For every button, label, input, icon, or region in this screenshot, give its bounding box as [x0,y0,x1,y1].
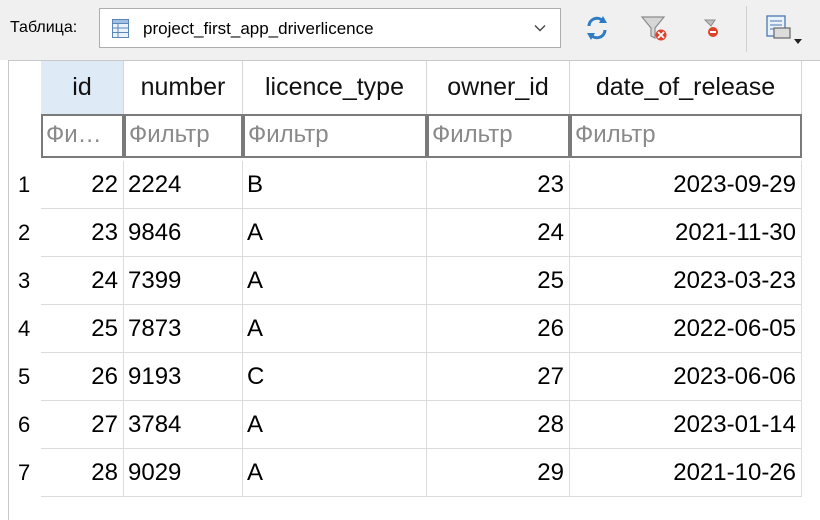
cell-number[interactable]: 3784 [124,401,243,449]
cell-id[interactable]: 27 [41,401,124,449]
row-header[interactable]: 4 [18,316,31,341]
cell-date-of-release[interactable]: 2021-11-30 [570,209,802,257]
cell-number[interactable]: 7399 [124,257,243,305]
grid-corner [9,61,41,114]
selected-table-name: project_first_app_driverlicence [143,19,374,38]
filter-input-licence-type[interactable]: Фильтр [243,114,427,158]
cell-licence-type[interactable]: B [243,161,427,209]
cell-owner-id[interactable]: 25 [427,257,570,305]
row-header[interactable]: 6 [18,412,31,437]
cell-owner-id[interactable]: 24 [427,209,570,257]
cell-licence-type[interactable]: A [243,257,427,305]
row-header[interactable]: 5 [18,364,31,389]
cell-owner-id[interactable]: 29 [427,449,570,497]
cell-date-of-release[interactable]: 2023-03-23 [570,257,802,305]
row-header[interactable]: 1 [18,172,31,197]
refresh-icon[interactable] [581,12,613,44]
browse-data-toolbar: Таблица: project_first_app_driverlicence [0,0,820,60]
cell-licence-type[interactable]: A [243,449,427,497]
cell-id[interactable]: 26 [41,353,124,401]
table-label: Таблица: [10,19,78,36]
toolbar-separator [746,6,747,52]
row-header-column [9,114,41,520]
cell-date-of-release[interactable]: 2021-10-26 [570,449,802,497]
cell-licence-type[interactable]: A [243,209,427,257]
cell-licence-type[interactable]: A [243,305,427,353]
cell-id[interactable]: 22 [41,161,124,209]
filter-input-id[interactable]: Фи… [41,114,124,158]
cell-number[interactable]: 2224 [124,161,243,209]
row-header[interactable]: 2 [18,220,31,245]
table-select[interactable]: project_first_app_driverlicence [99,8,561,48]
cell-licence-type[interactable]: C [243,353,427,401]
cell-number[interactable]: 9029 [124,449,243,497]
cell-owner-id[interactable]: 26 [427,305,570,353]
filter-input-date-of-release[interactable]: Фильтр [570,114,802,158]
cell-owner-id[interactable]: 28 [427,401,570,449]
chevron-down-icon[interactable] [534,22,546,34]
cell-licence-type[interactable]: A [243,401,427,449]
column-header-id[interactable]: id [41,61,124,114]
data-grid: id number licence_type owner_id date_of_… [8,60,820,520]
delete-filter-icon[interactable] [695,12,727,44]
clear-filters-icon[interactable] [638,12,670,44]
filter-input-number[interactable]: Фильтр [124,114,243,158]
cell-owner-id[interactable]: 23 [427,161,570,209]
cell-id[interactable]: 24 [41,257,124,305]
cell-date-of-release[interactable]: 2022-06-05 [570,305,802,353]
table-icon [112,19,129,38]
print-icon[interactable] [764,12,806,44]
cell-number[interactable]: 9193 [124,353,243,401]
cell-date-of-release[interactable]: 2023-09-29 [570,161,802,209]
cell-date-of-release[interactable]: 2023-06-06 [570,353,802,401]
column-header-number[interactable]: number [124,61,243,114]
column-header-licence-type[interactable]: licence_type [243,61,427,114]
cell-id[interactable]: 25 [41,305,124,353]
row-header[interactable]: 3 [18,268,31,293]
column-header-owner-id[interactable]: owner_id [427,61,570,114]
row-header[interactable]: 7 [18,460,31,485]
column-header-date-of-release[interactable]: date_of_release [570,61,802,114]
cell-id[interactable]: 28 [41,449,124,497]
cell-id[interactable]: 23 [41,209,124,257]
cell-date-of-release[interactable]: 2023-01-14 [570,401,802,449]
filter-input-owner-id[interactable]: Фильтр [427,114,570,158]
cell-owner-id[interactable]: 27 [427,353,570,401]
cell-number[interactable]: 9846 [124,209,243,257]
cell-number[interactable]: 7873 [124,305,243,353]
